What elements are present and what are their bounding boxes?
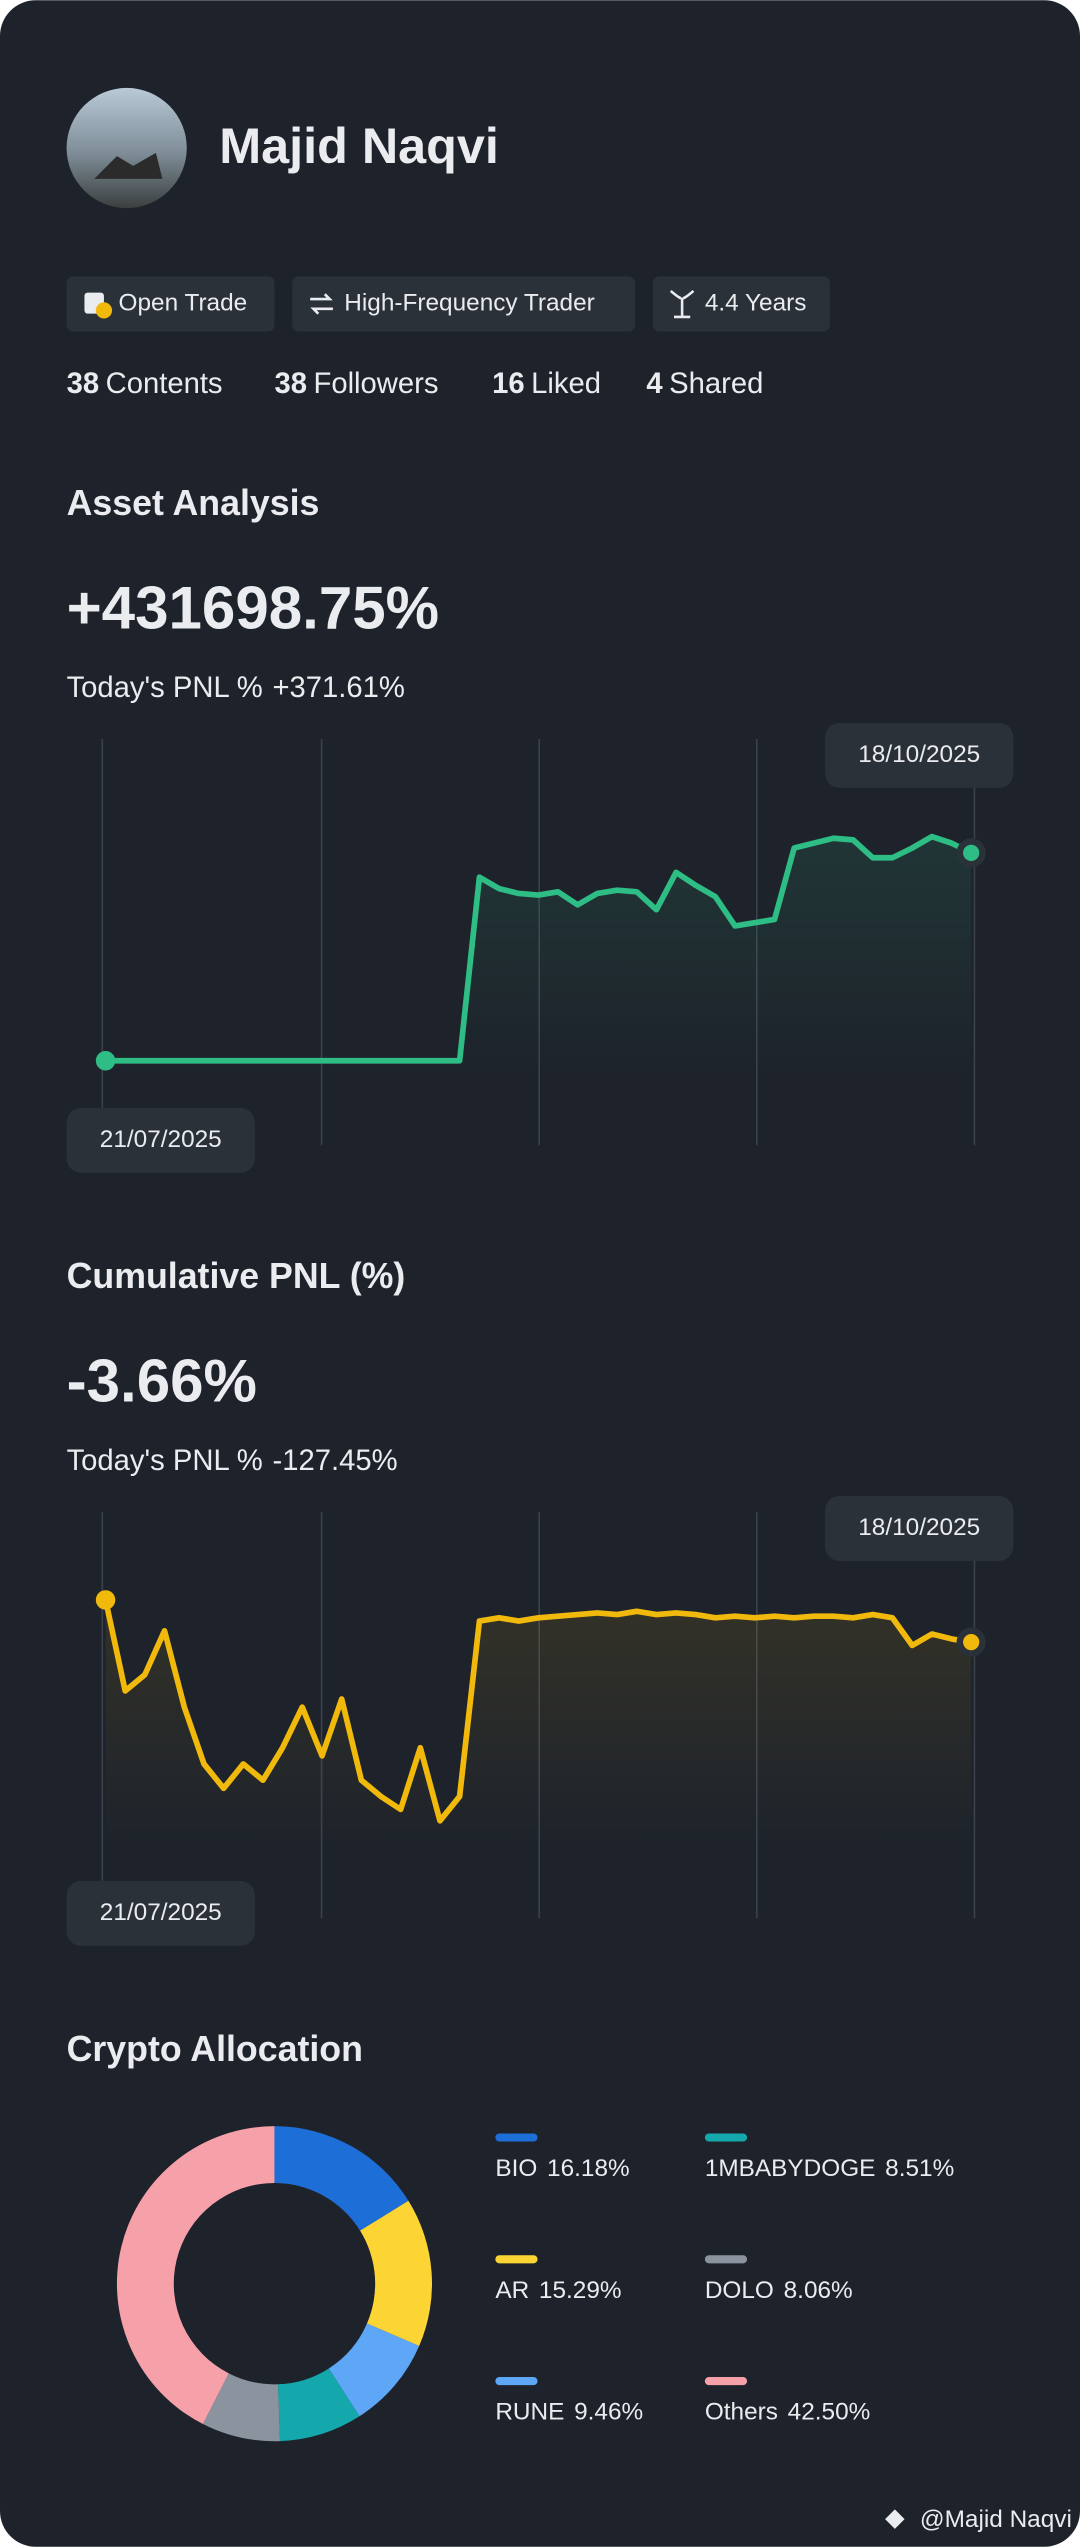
today-pnl: Today's PNL % +371.61% [67, 672, 405, 704]
stat-label: Liked [531, 368, 601, 400]
legend-entry: Others 42.50% [705, 2399, 870, 2426]
user-name: Majid Naqvi [219, 117, 499, 174]
legend-swatch [495, 2133, 538, 2142]
legend-value: 8.06% [784, 2277, 853, 2304]
start-date: 21/07/2025 [100, 1126, 222, 1153]
legend-name: BIO [495, 2155, 537, 2182]
line-area [105, 1599, 972, 1846]
donut-segment [328, 2323, 420, 2417]
start-point [95, 1051, 116, 1071]
donut-segment [278, 2368, 360, 2442]
donut-segment [274, 2126, 409, 2231]
end-date: 18/10/2025 [858, 1514, 980, 1541]
date-bubble [825, 722, 1014, 788]
section-title: Asset Analysis [67, 483, 320, 523]
badge-label: High-Frequency Trader [344, 289, 594, 316]
end-date: 18/10/2025 [858, 741, 980, 768]
badge-icon [669, 289, 695, 319]
stat: 38 Contents [67, 368, 223, 400]
badge-label: 4.4 Years [705, 289, 807, 316]
date-bubble [825, 1495, 1014, 1561]
footer-handle: @Majid Naqvi [920, 2506, 1072, 2533]
legend-swatch [704, 2377, 748, 2386]
today-pnl: Today's PNL % -127.45% [67, 1445, 398, 1477]
stat-value: 16 [492, 368, 525, 400]
start-date: 21/07/2025 [100, 1899, 222, 1926]
stat: 38 Followers [274, 368, 438, 400]
stat-value: 4 [646, 368, 663, 400]
line [102, 1599, 972, 1824]
legend-value: 42.50% [788, 2399, 871, 2426]
badge [652, 276, 830, 332]
headline-value: -3.66% [67, 1347, 257, 1414]
stat-label: Shared [669, 368, 763, 400]
legend-name: DOLO [705, 2277, 774, 2304]
stat: 4 Shared [646, 368, 763, 400]
legend-entry: 1MBABYDOGE 8.51% [705, 2155, 954, 2182]
legend-entry: DOLO 8.06% [705, 2277, 853, 2304]
date-bubble [66, 1880, 255, 1946]
stat-value: 38 [274, 368, 307, 400]
legend-name: Others [705, 2399, 778, 2426]
legend-name: RUNE [495, 2399, 564, 2426]
section-title: Crypto Allocation [67, 2029, 363, 2069]
legend-entry: RUNE 9.46% [495, 2399, 643, 2426]
line-area [105, 836, 972, 1073]
legend-entry: AR 15.29% [495, 2277, 621, 2304]
legend-swatch [704, 2133, 748, 2142]
legend-value: 15.29% [539, 2277, 622, 2304]
today-pnl-value: +371.61% [272, 672, 404, 704]
legend-swatch [704, 2255, 748, 2264]
today-pnl-label: Today's PNL % [67, 1445, 263, 1477]
badge [292, 276, 636, 332]
badge-label: Open Trade [119, 289, 248, 316]
today-pnl-label: Today's PNL % [67, 672, 263, 704]
end-point [963, 844, 980, 861]
today-pnl-value: -127.45% [272, 1445, 397, 1477]
avatar-figure [94, 152, 163, 179]
donut-segment [202, 2373, 281, 2442]
badge-icon [310, 293, 333, 315]
stat-label: Contents [106, 368, 223, 400]
legend-name: 1MBABYDOGE [705, 2155, 876, 2182]
line [105, 833, 973, 1064]
section-title: Cumulative PNL (%) [67, 1256, 406, 1296]
legend-swatch [495, 2255, 538, 2264]
legend-value: 16.18% [547, 2155, 630, 2182]
legend-swatch [495, 2377, 538, 2386]
badge [66, 276, 275, 332]
headline-value: +431698.75% [67, 574, 439, 641]
badge-icon [95, 302, 113, 319]
date-bubble [66, 1107, 255, 1173]
legend-value: 9.46% [574, 2399, 643, 2426]
legend-name: AR [495, 2277, 529, 2304]
legend-value: 8.51% [885, 2155, 954, 2182]
donut-segment [116, 2126, 275, 2425]
end-point [963, 1634, 980, 1651]
stat: 16 Liked [492, 368, 601, 400]
stat-value: 38 [67, 368, 100, 400]
legend-entry: BIO 16.18% [495, 2155, 629, 2182]
start-point [95, 1590, 116, 1610]
avatar [66, 87, 187, 209]
donut-segment [360, 2200, 432, 2346]
stat-label: Followers [313, 368, 438, 400]
